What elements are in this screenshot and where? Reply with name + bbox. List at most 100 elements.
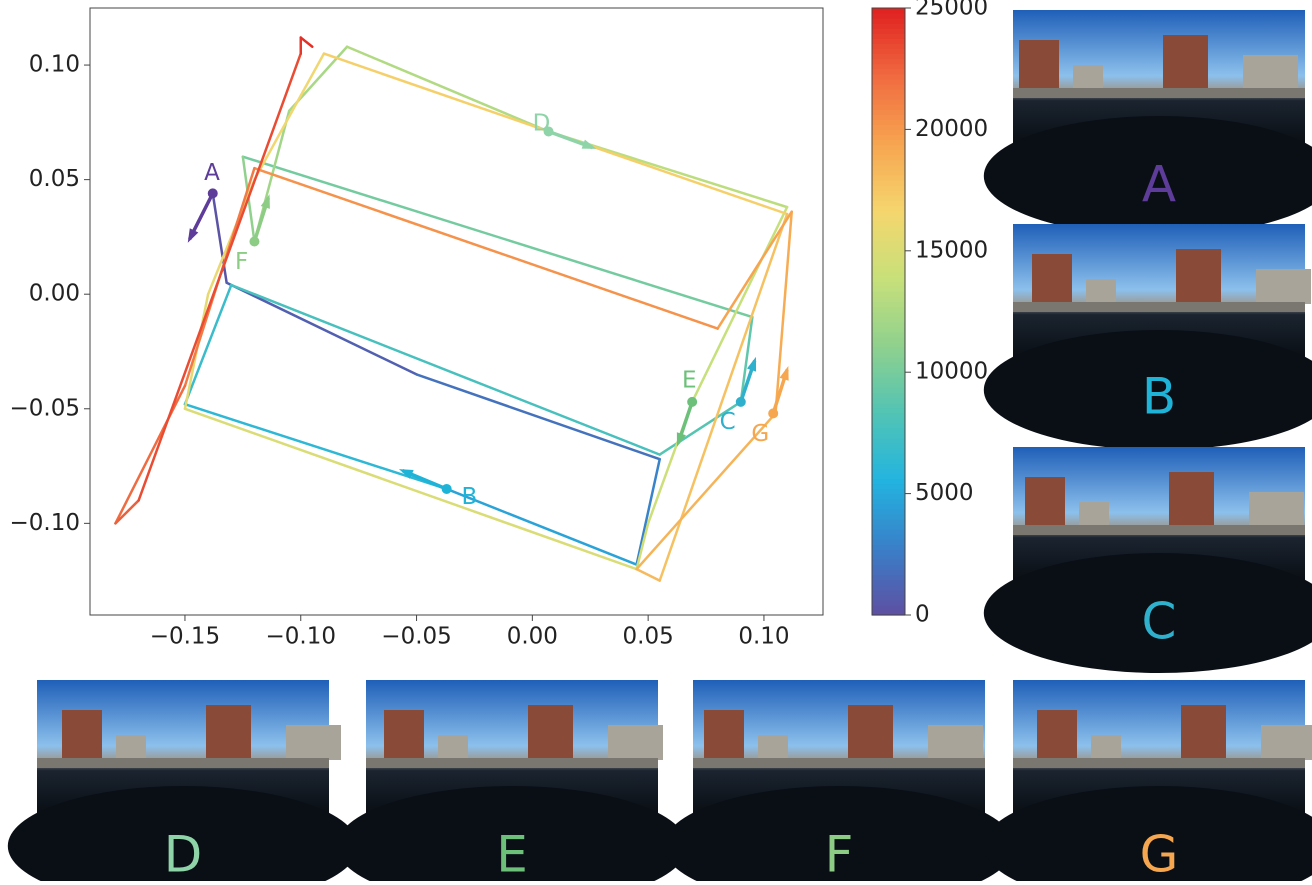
colorbar-step (872, 453, 905, 459)
y-tick-label: 0.00 (29, 281, 80, 307)
colorbar-step (872, 53, 905, 60)
photo-building (1181, 705, 1226, 760)
trajectory-segment (225, 281, 418, 376)
colorbar-step (872, 599, 905, 606)
photo-hood (983, 330, 1312, 450)
colorbar-step (872, 174, 905, 181)
arrow-origin (543, 126, 554, 137)
arrow-origin (768, 408, 779, 419)
colorbar-step (872, 437, 905, 444)
photo-hood (663, 786, 1015, 885)
colorbar-step (872, 179, 905, 186)
y-tick-label: 0.05 (29, 166, 80, 192)
photo-label: B (1142, 368, 1176, 426)
colorbar-step (872, 306, 905, 313)
colorbar-step (872, 539, 905, 545)
arrow-origin (735, 396, 746, 407)
colorbar-step (872, 448, 905, 454)
arrow-head (187, 228, 199, 243)
colorbar-step (872, 230, 905, 237)
colorbar-step (872, 281, 905, 287)
colorbar-step (872, 144, 905, 151)
colorbar-step (872, 336, 905, 343)
colorbar-step (872, 210, 905, 216)
photo-building (608, 725, 663, 760)
colorbar-step (872, 564, 905, 571)
arrow-label: D (533, 110, 551, 136)
colorbar-step (872, 392, 905, 399)
photo-hood (983, 786, 1312, 885)
colorbar-step (872, 114, 905, 120)
photo-building (286, 725, 341, 760)
colorbar-step (872, 33, 905, 39)
colorbar-step (872, 8, 905, 14)
photo-label: A (1142, 156, 1176, 214)
trajectory-segment (241, 155, 754, 319)
colorbar-step (872, 402, 905, 409)
colorbar-step (872, 513, 905, 520)
photo-building (1176, 249, 1221, 304)
x-tick-label: −0.15 (150, 624, 220, 650)
trajectory-segment (690, 205, 789, 404)
colorbar-step (872, 286, 905, 292)
arrow-label: G (751, 421, 769, 447)
colorbar-step (872, 235, 905, 242)
colorbar-step (872, 483, 905, 490)
colorbar-step (872, 443, 905, 449)
photo-building (1163, 35, 1208, 90)
arrow-head (676, 432, 686, 447)
colorbar-step (872, 296, 905, 302)
colorbar-step (872, 387, 905, 394)
colorbar-step (872, 351, 905, 358)
colorbar-step (872, 316, 905, 323)
colorbar-step (872, 382, 905, 388)
trajectory-segment (114, 384, 187, 525)
colorbar-step (872, 109, 905, 115)
x-tick-label: −0.10 (266, 624, 336, 650)
photo-road (1013, 525, 1305, 535)
arrow-head (398, 469, 414, 479)
trajectory-segment (635, 522, 650, 571)
y-tick-label: −0.05 (10, 395, 80, 421)
photo-building (848, 705, 893, 760)
trajectory-segment (183, 402, 448, 491)
colorbar-step (872, 73, 905, 80)
trajectory-segment (774, 210, 793, 415)
photo (663, 680, 1015, 885)
colorbar-tick-label: 25000 (915, 0, 988, 21)
colorbar-step (872, 276, 905, 282)
colorbar-step (872, 422, 905, 429)
colorbar-step (872, 372, 905, 378)
colorbar-step (872, 291, 905, 297)
y-tick-label: −0.10 (10, 510, 80, 536)
colorbar-step (872, 301, 905, 308)
colorbar-step (872, 190, 905, 196)
photo-building (116, 735, 146, 760)
colorbar-step (872, 341, 905, 348)
arrow-label: E (682, 368, 697, 394)
colorbar-step (872, 559, 905, 566)
colorbar-step (872, 83, 905, 90)
colorbar-step (872, 377, 905, 383)
colorbar-step (872, 129, 905, 136)
colorbar-step (872, 468, 905, 474)
photo-building (1032, 254, 1072, 304)
arrow-head (746, 356, 757, 372)
colorbar-step (872, 488, 905, 495)
colorbar-step (872, 205, 905, 211)
colorbar-step (872, 63, 905, 70)
arrow-head (260, 194, 270, 209)
trajectory-segment (253, 52, 326, 181)
arrow-label: B (462, 484, 478, 510)
arrow-origin (687, 396, 698, 407)
photo-building (206, 705, 251, 760)
colorbar-step (872, 134, 905, 141)
photo-road (1013, 88, 1305, 98)
photo-building (1169, 472, 1214, 527)
colorbar-step (872, 185, 905, 191)
colorbar-step (872, 225, 905, 232)
colorbar-step (872, 331, 905, 338)
photo-building (1079, 502, 1109, 527)
colorbar-step (872, 250, 905, 257)
